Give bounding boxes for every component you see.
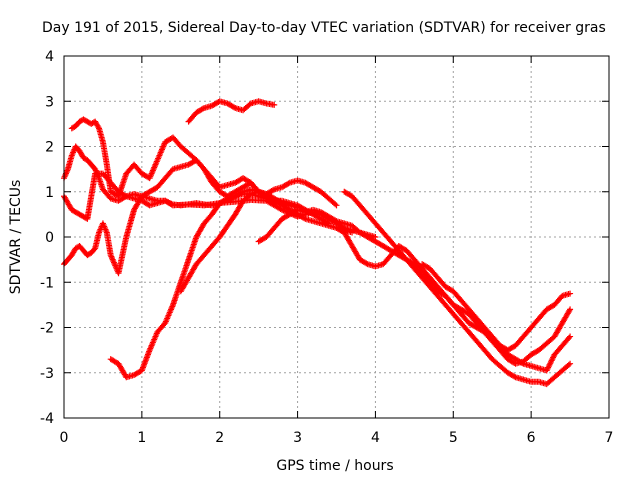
- data-point-marker: [566, 307, 573, 314]
- data-point-marker: [271, 101, 278, 108]
- data-point-marker: [269, 187, 276, 194]
- data-point-marker: [519, 359, 526, 366]
- data-point-marker: [565, 334, 572, 341]
- y-tick-label: -2: [40, 321, 54, 337]
- data-point-marker: [332, 201, 339, 208]
- data-point-marker: [95, 124, 102, 131]
- x-tick-label: 1: [137, 430, 146, 446]
- data-series-arc-1: [61, 193, 379, 277]
- y-tick-label: 1: [45, 185, 54, 201]
- y-axis-tick-labels: -4 -3 -2 -1 0 1 2 3 4: [40, 49, 54, 427]
- x-tick-label: 7: [605, 430, 614, 446]
- data-series-arc-11: [419, 261, 574, 374]
- data-point-marker: [567, 333, 574, 340]
- data-point-marker: [301, 215, 308, 222]
- data-point-marker: [511, 373, 518, 380]
- x-tick-label: 0: [60, 430, 69, 446]
- data-point-marker: [285, 180, 292, 187]
- data-point-marker: [277, 199, 284, 206]
- y-axis-label: SDTVAR / TECUs: [8, 180, 24, 295]
- data-point-marker: [567, 306, 574, 313]
- data-series-arc-7: [185, 98, 278, 125]
- y-tick-label: -4: [40, 411, 54, 427]
- y-tick-label: 0: [45, 230, 54, 246]
- y-tick-label: 2: [45, 140, 54, 156]
- data-series-group: [61, 98, 574, 388]
- axis-ticks: [63, 55, 610, 419]
- data-point-marker: [199, 105, 206, 112]
- y-tick-label: -3: [40, 366, 54, 382]
- data-point-marker: [91, 246, 98, 253]
- x-tick-label: 2: [215, 430, 224, 446]
- x-tick-label: 4: [371, 430, 380, 446]
- data-point-marker: [567, 290, 574, 297]
- x-tick-label: 6: [527, 430, 536, 446]
- data-point-marker: [363, 260, 370, 267]
- data-point-marker: [223, 196, 230, 203]
- x-tick-label: 3: [293, 430, 302, 446]
- data-point-marker: [349, 229, 356, 236]
- chart-title: Day 191 of 2015, Sidereal Day-to-day VTE…: [42, 20, 606, 36]
- y-tick-label: -1: [40, 275, 54, 291]
- data-point-marker: [567, 360, 574, 367]
- data-point-marker: [332, 217, 339, 224]
- data-point-marker: [230, 104, 237, 111]
- data-series-arc-6: [177, 188, 301, 295]
- data-series-arc-5: [107, 191, 278, 381]
- x-axis-label: GPS time / hours: [276, 458, 393, 474]
- x-axis-tick-labels: 0 1 2 3 4 5 6 7: [60, 430, 614, 446]
- x-tick-label: 5: [449, 430, 458, 446]
- data-point-marker: [565, 361, 572, 368]
- data-point-marker: [333, 202, 340, 209]
- y-tick-label: 4: [45, 49, 54, 65]
- y-tick-label: 3: [45, 94, 54, 110]
- data-point-marker: [121, 192, 128, 199]
